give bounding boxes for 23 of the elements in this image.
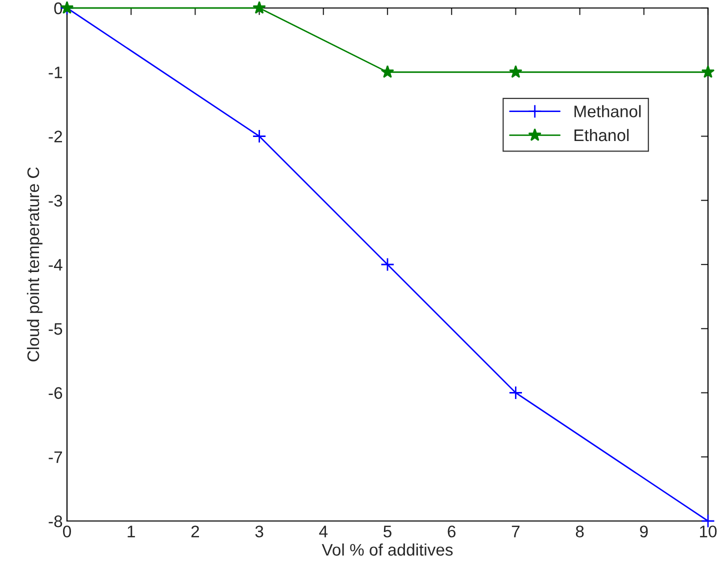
y-axis-title: Cloud point temperature C <box>26 167 42 362</box>
x-axis-title: Vol % of additives <box>322 543 453 556</box>
y-tick-label: -7 <box>48 451 62 463</box>
x-tick-label: 8 <box>576 526 584 538</box>
x-tick-label: 4 <box>319 526 328 538</box>
x-tick-label: 9 <box>640 526 648 538</box>
y-tick-label: -8 <box>48 515 62 528</box>
y-tick-label: -3 <box>48 194 62 207</box>
y-tick-label: -6 <box>48 387 62 399</box>
x-tick-label: 10 <box>700 526 717 538</box>
x-tick-label: 1 <box>128 526 135 538</box>
y-tick-label: -1 <box>48 66 62 78</box>
legend-label: Methanol <box>574 105 641 118</box>
x-tick-label: 5 <box>384 526 392 538</box>
y-tick-label: -4 <box>48 259 62 271</box>
legend-label: Ethanol <box>574 128 629 142</box>
y-tick-label: -5 <box>48 323 62 335</box>
x-tick-label: 0 <box>63 526 71 538</box>
x-tick-label: 6 <box>448 526 456 538</box>
x-tick-label: 3 <box>255 526 264 538</box>
x-tick-label: 2 <box>191 526 199 538</box>
x-tick-label: 7 <box>512 526 520 538</box>
y-tick-label: -2 <box>48 130 62 142</box>
